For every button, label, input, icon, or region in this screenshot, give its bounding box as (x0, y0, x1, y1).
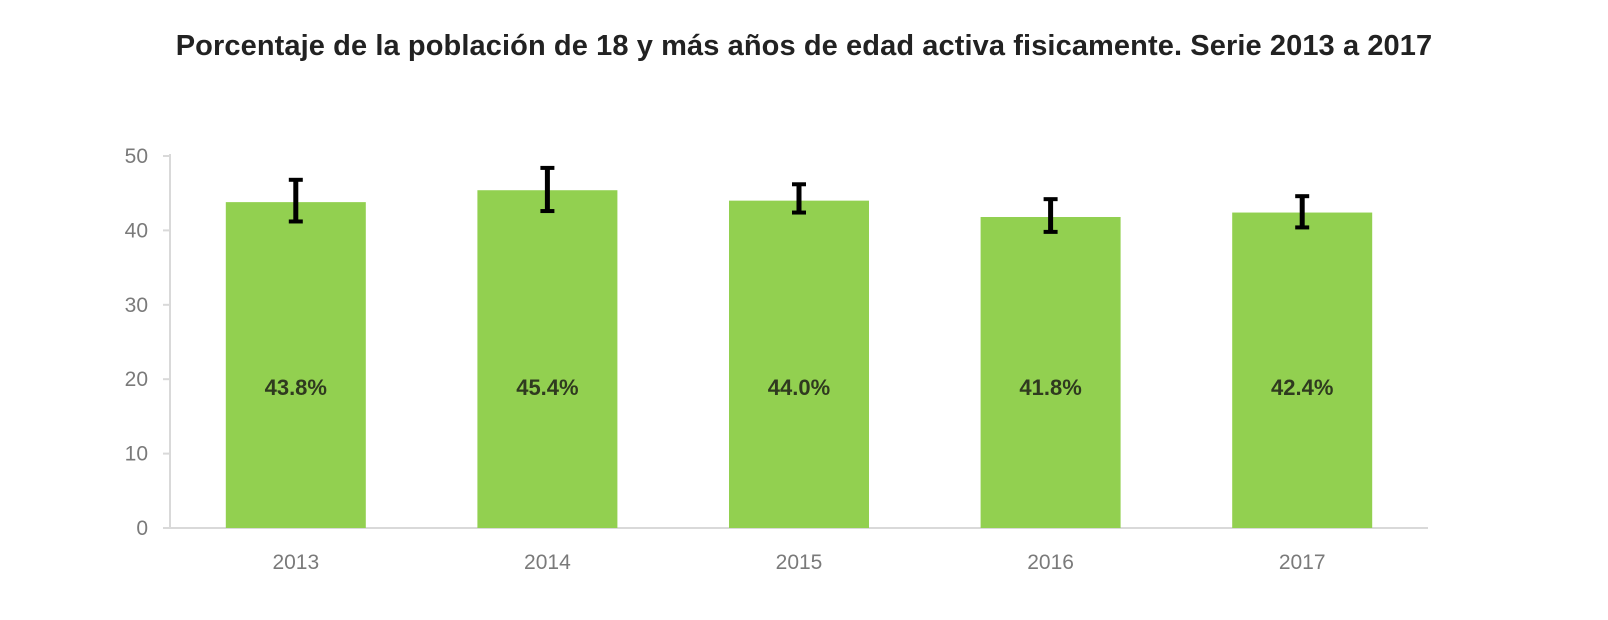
data-label: 43.8% (265, 375, 327, 400)
data-label: 42.4% (1271, 375, 1333, 400)
y-tick-label: 0 (136, 517, 148, 540)
data-label: 44.0% (768, 375, 830, 400)
y-tick-label: 50 (125, 145, 148, 168)
bar (729, 200, 869, 528)
bar (477, 190, 618, 528)
x-tick-label: 2014 (524, 551, 571, 574)
bar (980, 217, 1121, 528)
bar (1232, 212, 1373, 528)
bar (225, 202, 366, 529)
data-label: 45.4% (516, 375, 578, 400)
x-tick-label: 2016 (1027, 551, 1074, 574)
x-tick-label: 2017 (1279, 551, 1326, 574)
x-tick-label: 2013 (272, 551, 319, 574)
data-label: 41.8% (1019, 375, 1081, 400)
y-tick-label: 20 (125, 368, 148, 391)
chart-title: Porcentaje de la población de 18 y más a… (175, 30, 1433, 62)
x-tick-label: 2015 (776, 551, 823, 574)
y-tick-label: 40 (125, 219, 148, 242)
y-tick-label: 10 (125, 443, 148, 466)
y-tick-label: 30 (125, 294, 148, 317)
